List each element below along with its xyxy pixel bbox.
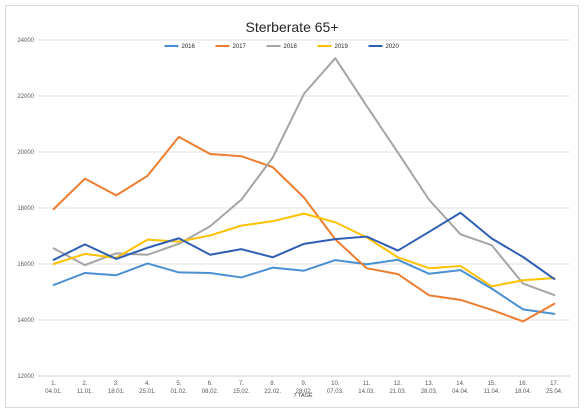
- x-tick-label-week: 7.: [239, 381, 244, 387]
- x-tick-label-week: 17.: [550, 381, 559, 387]
- x-axis-title: 7 TAGE: [293, 393, 312, 399]
- y-tick-label: 18000: [17, 206, 34, 212]
- legend-label-2016: 2016: [182, 44, 196, 50]
- legend-label-2020: 2020: [386, 44, 400, 50]
- series-line-2017: [52, 135, 556, 323]
- x-tick-label-date: 28.03.: [421, 389, 438, 395]
- x-tick-label-week: 15.: [488, 381, 497, 387]
- x-tick-label-date: 22.02.: [264, 389, 281, 395]
- x-tick-label-week: 3.: [114, 381, 119, 387]
- x-tick-label-date: 04.04.: [452, 389, 469, 395]
- x-tick-label-date: 04.01.: [45, 389, 62, 395]
- x-tick-label-date: 14.03.: [358, 389, 375, 395]
- y-tick-label: 22000: [17, 94, 34, 100]
- legend: 2016 2017 2018 2019 2020: [164, 44, 400, 50]
- x-tick-label-week: 16.: [519, 381, 528, 387]
- x-tick-label-week: 10.: [331, 381, 340, 387]
- series-line-2018: [52, 57, 556, 297]
- x-tick-label-date: 08.02.: [202, 389, 219, 395]
- x-tick-label-date: 25.04.: [546, 389, 563, 395]
- x-tick-label-date: 07.03.: [327, 389, 344, 395]
- x-tick-label-date: 18.01.: [108, 389, 125, 395]
- y-tick-label: 24000: [17, 38, 34, 44]
- y-tick-label: 14000: [17, 318, 34, 324]
- x-tick-label-week: 1.: [51, 381, 56, 387]
- x-tick-label-week: 4.: [145, 381, 150, 387]
- legend-label-2019: 2019: [335, 44, 349, 50]
- x-tick-label-week: 13.: [425, 381, 434, 387]
- legend-label-2017: 2017: [233, 44, 247, 50]
- series-line-2016: [52, 258, 556, 315]
- chart-frame: [5, 5, 579, 408]
- series-lines: [52, 57, 556, 323]
- x-tick-label-date: 01.02.: [170, 389, 187, 395]
- x-tick-label-week: 5.: [176, 381, 181, 387]
- x-tick-label-week: 14.: [456, 381, 465, 387]
- y-tick-label: 16000: [17, 262, 34, 268]
- series-line-2019: [52, 212, 556, 288]
- x-tick-label-date: 11.01.: [77, 389, 94, 395]
- legend-label-2018: 2018: [284, 44, 298, 50]
- x-tick-label-date: 18.04.: [515, 389, 532, 395]
- x-tick-label-week: 8.: [270, 381, 275, 387]
- gridlines: [38, 39, 570, 377]
- x-tick-label-week: 11.: [363, 381, 371, 387]
- x-tick-label-week: 9.: [301, 381, 306, 387]
- x-tick-label-week: 12.: [394, 381, 403, 387]
- y-tick-label: 20000: [17, 150, 34, 156]
- y-tick-label: 12000: [17, 374, 34, 380]
- chart-title: Sterberate 65+: [245, 19, 338, 35]
- x-tick-label-week: 2.: [82, 381, 87, 387]
- x-tick-label-week: 6.: [208, 381, 213, 387]
- x-tick-label-date: 11.04.: [484, 389, 501, 395]
- x-tick-label-date: 21.03.: [390, 389, 407, 395]
- x-axis-ticks: 1. 04.01. 2. 11.01. 3. 18.01. 4. 25.01. 5. 01.02.…: [45, 381, 563, 395]
- x-tick-label-date: 25.01.: [139, 389, 156, 395]
- x-tick-label-date: 15.02.: [233, 389, 250, 395]
- series-line-2020: [52, 211, 556, 281]
- y-axis-ticks: 12000 14000 16000 18000 20000 22000 24000: [17, 38, 34, 380]
- x-tick-label-date: 28.02.: [296, 389, 313, 395]
